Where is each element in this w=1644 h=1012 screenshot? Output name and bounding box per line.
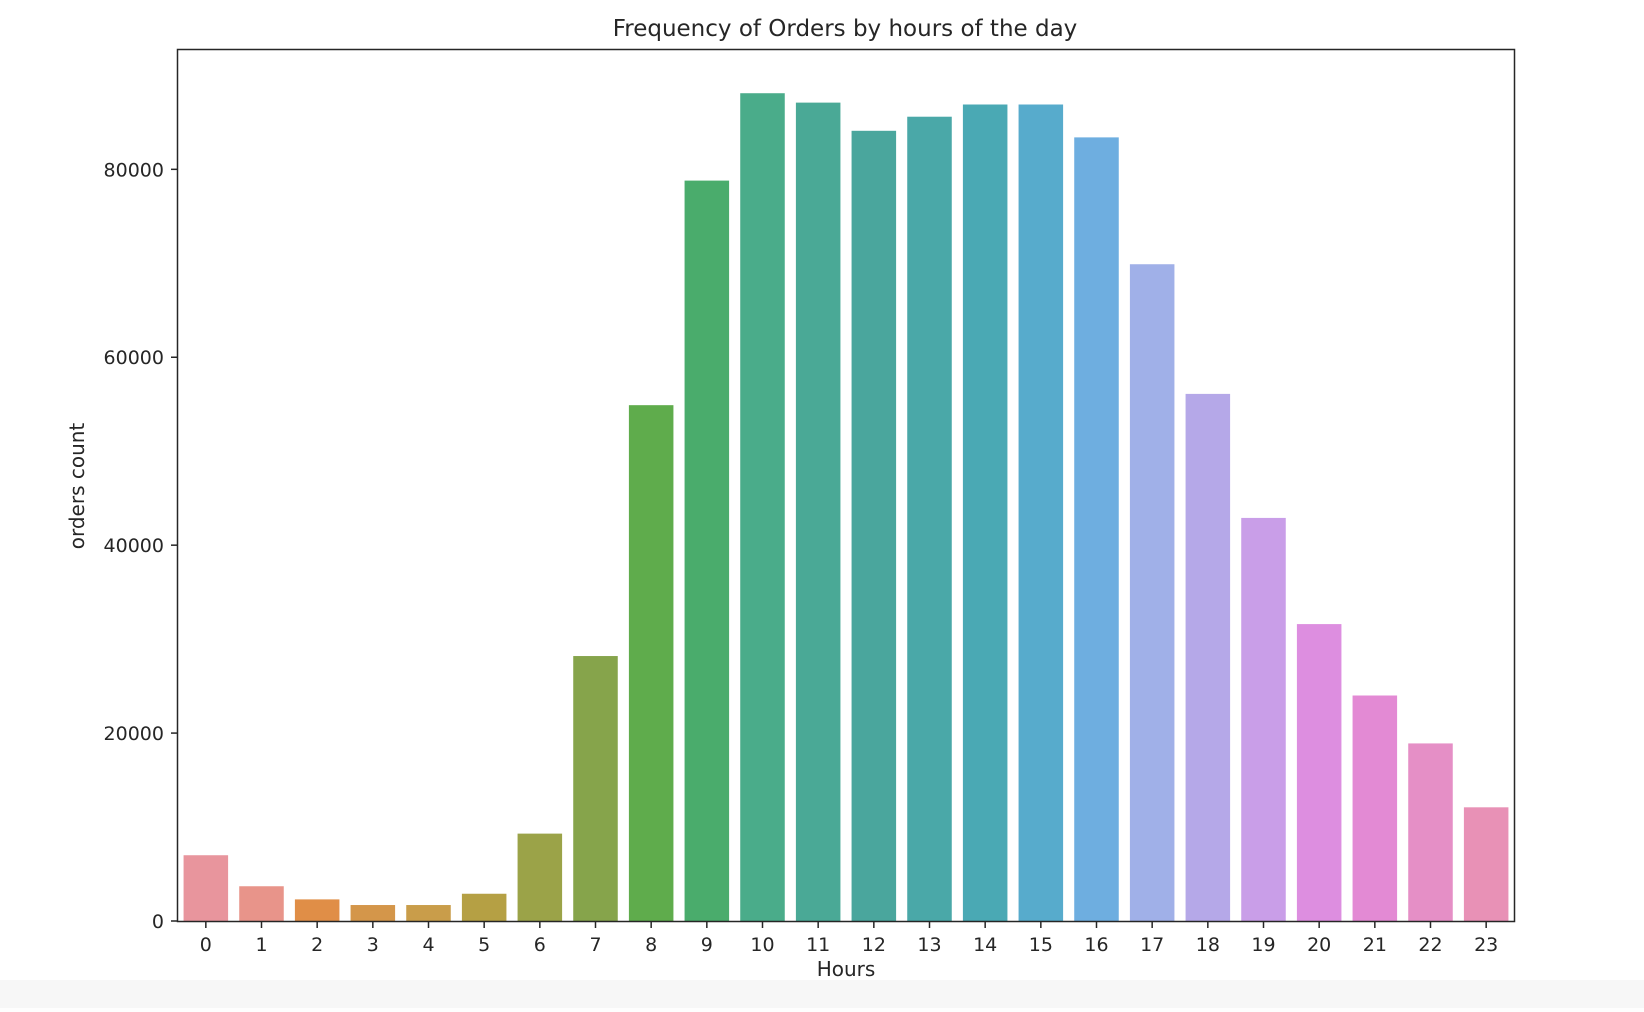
bar-hour-10: [740, 93, 785, 922]
x-tick-label: 10: [750, 934, 774, 956]
bar-hour-2: [294, 899, 340, 921]
page-bottom-strip: [0, 980, 1644, 1008]
bar-hour-3: [350, 905, 396, 921]
bar-hour-16: [1074, 137, 1119, 921]
x-tick-label: 4: [422, 934, 434, 956]
bar-hour-21: [1352, 695, 1398, 921]
x-tick-label: 0: [200, 934, 212, 956]
y-tick-label: 20000: [104, 723, 164, 745]
x-tick-label: 21: [1363, 934, 1387, 956]
bar-hour-20: [1296, 624, 1342, 921]
bar-hour-14: [962, 104, 1008, 921]
x-tick-label: 11: [806, 934, 830, 956]
bar-hour-4: [406, 905, 451, 921]
x-tick-label: 8: [645, 934, 657, 956]
bar-hour-6: [517, 833, 563, 921]
x-tick-label: 7: [589, 934, 601, 956]
x-tick-label: 2: [311, 934, 323, 956]
bar-hour-11: [795, 102, 841, 922]
x-tick-label: 6: [534, 934, 546, 956]
bar-hour-8: [628, 405, 674, 921]
bar-hour-17: [1129, 264, 1175, 922]
x-tick-label: 20: [1307, 934, 1331, 956]
bar-hour-5: [461, 893, 507, 921]
x-tick-label: 12: [862, 934, 886, 956]
x-tick-label: 19: [1251, 934, 1275, 956]
y-tick-label: 80000: [104, 159, 164, 181]
x-tick-label: 15: [1029, 934, 1053, 956]
chart-title: Frequency of Orders by hours of the day: [613, 16, 1078, 42]
x-tick-label: 17: [1140, 934, 1164, 956]
y-axis-label: orders count: [65, 423, 89, 550]
bar-hour-18: [1185, 393, 1231, 921]
y-tick-label: 40000: [104, 535, 164, 557]
x-tick-label: 18: [1196, 934, 1220, 956]
x-tick-label: 5: [478, 934, 490, 956]
bar-hour-22: [1408, 743, 1453, 921]
bar-hour-12: [851, 130, 897, 922]
bars-group: [183, 93, 1509, 922]
x-tick-label: 22: [1418, 934, 1442, 956]
x-tick-label: 9: [701, 934, 713, 956]
bar-hour-7: [573, 656, 618, 921]
x-tick-label: 3: [367, 934, 379, 956]
x-tick-label: 1: [255, 934, 267, 956]
bar-hour-13: [907, 116, 952, 921]
bar-hour-15: [1018, 104, 1064, 921]
bar-hour-1: [239, 886, 284, 921]
x-tick-label: 14: [973, 934, 997, 956]
plot-frame: [176, 48, 1516, 923]
bar-hour-0: [183, 855, 229, 921]
x-tick-label: 16: [1084, 934, 1108, 956]
x-tick-label: 23: [1474, 934, 1498, 956]
x-tick-label: 13: [917, 934, 941, 956]
y-tick-label: 0: [152, 911, 164, 933]
x-axis-label: Hours: [817, 957, 876, 981]
bar-hour-9: [684, 180, 730, 922]
bar-hour-19: [1241, 517, 1286, 921]
y-tick-label: 60000: [104, 347, 164, 369]
bar-hour-23: [1463, 807, 1509, 921]
